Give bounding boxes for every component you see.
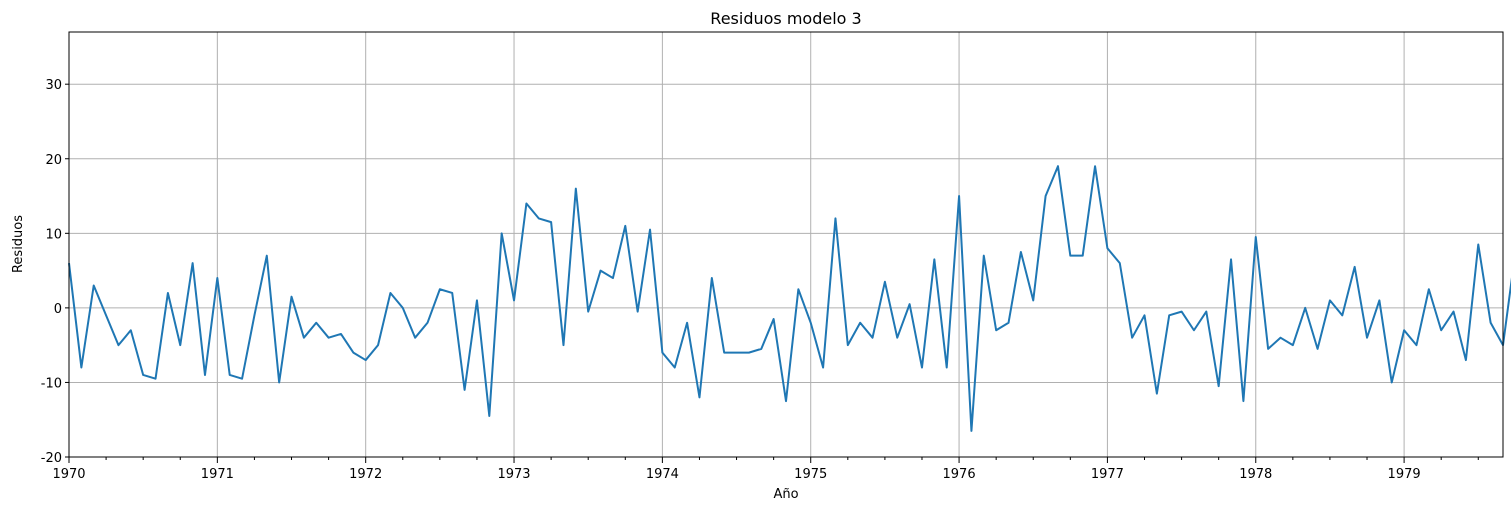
y-tick-label: -20 bbox=[41, 451, 62, 466]
x-tick-label: 1972 bbox=[349, 467, 382, 482]
x-tick-label: 1971 bbox=[201, 467, 234, 482]
chart-title: Residuos modelo 3 bbox=[710, 9, 861, 28]
y-axis-ticks: -20 -10 0 10 20 30 bbox=[41, 78, 69, 466]
plot-frame bbox=[68, 31, 1504, 458]
x-tick-label: 1975 bbox=[794, 467, 827, 482]
x-tick-label: 1973 bbox=[497, 467, 530, 482]
series-line bbox=[68, 165, 1511, 432]
x-tick-label: 1979 bbox=[1388, 467, 1421, 482]
y-axis-label: Residuos bbox=[11, 215, 26, 273]
x-axis-label: Año bbox=[773, 487, 798, 502]
x-tick-label: 1978 bbox=[1239, 467, 1272, 482]
y-tick-label: 30 bbox=[45, 78, 62, 93]
y-tick-label: -10 bbox=[41, 376, 62, 391]
y-tick-label: 10 bbox=[45, 227, 62, 242]
x-tick-label: 1974 bbox=[646, 467, 679, 482]
x-tick-label: 1976 bbox=[943, 467, 976, 482]
y-tick-label: 0 bbox=[54, 302, 62, 317]
series-layer bbox=[68, 165, 1511, 432]
x-axis-ticks: 1970 1971 1972 1973 1974 1975 1976 1977 1978 1979 bbox=[52, 457, 1479, 482]
y-tick-label: 20 bbox=[45, 153, 62, 168]
x-tick-label: 1977 bbox=[1091, 467, 1124, 482]
x-tick-label: 1970 bbox=[52, 467, 85, 482]
